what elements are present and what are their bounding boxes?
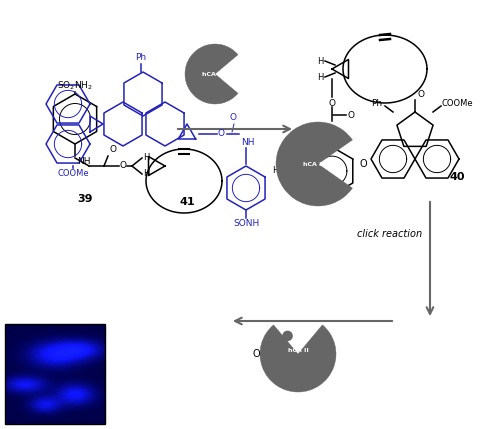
Text: COOMe: COOMe <box>442 100 474 109</box>
Text: COOMe: COOMe <box>57 169 89 178</box>
Text: O: O <box>417 90 424 99</box>
Text: Ph: Ph <box>372 100 382 109</box>
Bar <box>5 324 105 424</box>
Text: O: O <box>328 99 336 108</box>
Wedge shape <box>185 44 238 104</box>
Text: hCA II: hCA II <box>202 72 222 76</box>
Text: O: O <box>348 111 355 120</box>
Text: Ph: Ph <box>136 53 146 62</box>
Text: O: O <box>218 130 225 139</box>
Circle shape <box>293 170 303 181</box>
Text: NH: NH <box>77 157 90 166</box>
Text: NH: NH <box>241 138 254 147</box>
Text: H: H <box>316 73 323 82</box>
Text: H: H <box>143 169 150 178</box>
Circle shape <box>197 79 204 86</box>
Circle shape <box>283 331 292 341</box>
Text: SO$_2$NH$_2$: SO$_2$NH$_2$ <box>57 79 93 92</box>
Wedge shape <box>260 325 336 392</box>
Text: 41: 41 <box>179 197 195 207</box>
Text: 40: 40 <box>449 172 465 182</box>
Text: 39: 39 <box>77 194 93 204</box>
Text: H: H <box>143 154 150 163</box>
Text: O: O <box>120 161 127 170</box>
Text: O: O <box>109 145 116 154</box>
Wedge shape <box>276 122 352 206</box>
Text: O: O <box>360 159 368 169</box>
Text: O: O <box>252 349 260 359</box>
Text: O: O <box>230 113 236 122</box>
Text: hCA II: hCA II <box>304 161 324 166</box>
Text: SONH: SONH <box>233 219 259 228</box>
Text: hCA II: hCA II <box>288 347 308 353</box>
Text: HNO$_2$S: HNO$_2$S <box>272 165 302 177</box>
Text: NH: NH <box>325 127 339 136</box>
Text: click reaction: click reaction <box>358 229 422 239</box>
Text: H: H <box>316 57 323 66</box>
